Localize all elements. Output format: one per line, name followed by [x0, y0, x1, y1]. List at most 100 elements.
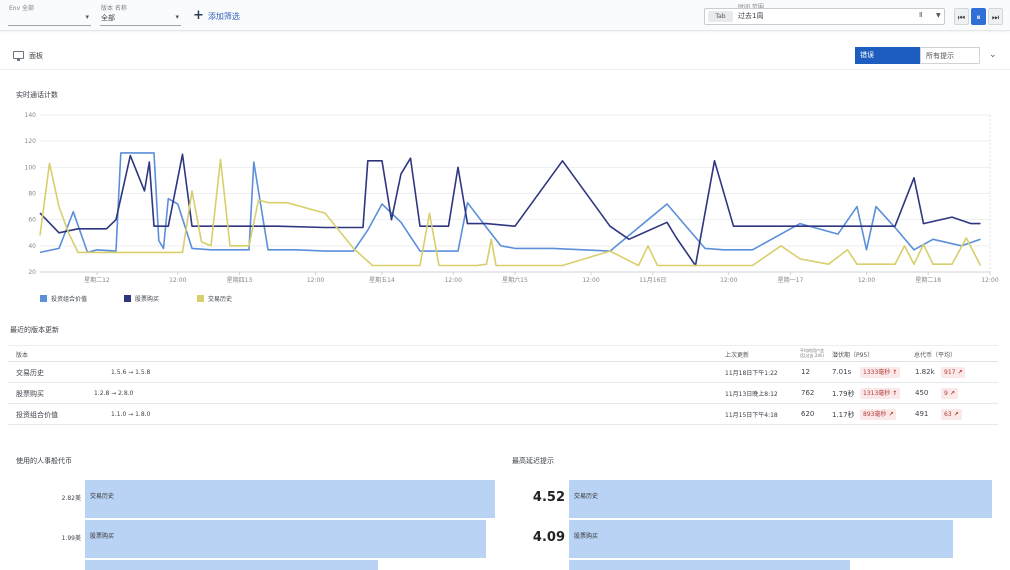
- latency-delta: 893毫秒: [863, 411, 887, 418]
- row-tokens: 491: [915, 410, 929, 418]
- y-tick-label: 140: [25, 112, 37, 119]
- legend-label: 交易历史: [208, 296, 233, 303]
- row-name: 股票购买: [16, 390, 44, 398]
- x-tick-label: 12:00: [445, 277, 462, 284]
- bar-value: 4.52: [532, 490, 565, 505]
- col-sessions: 平均的用户会话(过去 24h): [800, 348, 825, 358]
- bar-value: 2.82美: [61, 495, 81, 502]
- bar-value: 4.09: [532, 530, 565, 545]
- y-tick-label: 120: [25, 138, 37, 145]
- time-range-chip: Tab: [708, 11, 733, 22]
- y-tick-label: 60: [28, 217, 36, 224]
- add-filter-button[interactable]: + 添加筛选: [193, 9, 240, 23]
- errors-toggle-button[interactable]: 错误: [855, 47, 920, 64]
- arrow-up-right-icon: ↗: [957, 369, 963, 376]
- row-version: 1.5.6 → 1.5.8: [111, 369, 151, 376]
- version-select[interactable]: 版本 名称 全部 ▾: [100, 3, 181, 26]
- env-select[interactable]: Env 全部 ▾: [8, 3, 91, 26]
- bar-label: 交易历史: [574, 493, 599, 500]
- pause-icon: ⏸: [976, 13, 981, 22]
- version-table: 版本 上次更新 平均的用户会话(过去 24h) 潜伏期（P95） 总代币（平均）…: [8, 345, 998, 425]
- x-tick-label: 12:00: [169, 277, 186, 284]
- x-tick-label: 12:00: [720, 277, 737, 284]
- col-last-update: 上次更新: [725, 352, 750, 359]
- latency-delta-badge: 893毫秒 ↗: [860, 409, 897, 420]
- x-tick-label: 星期二12: [84, 276, 110, 284]
- x-tick-label: 星期五14: [369, 276, 395, 284]
- table-row[interactable]: 股票购买 1.2.8 → 2.8.0 11月13日晚上8:12 762 1.79…: [8, 383, 998, 404]
- bar[interactable]: [569, 560, 850, 570]
- legend-item-portfolio[interactable]: 投资组合价值: [40, 294, 87, 303]
- row-tokens: 1.82k: [915, 368, 935, 376]
- bar[interactable]: 股票购买: [85, 520, 486, 558]
- time-range-value: 过去1周: [738, 12, 764, 20]
- arrow-up-right-icon: ↗: [949, 390, 955, 397]
- legend-swatch: [40, 295, 47, 302]
- bar[interactable]: 交易历史: [85, 480, 495, 518]
- chart-title: 实时通话计数: [16, 91, 58, 99]
- rewind-icon: ⏮: [957, 13, 966, 22]
- row-date: 11月18日下午1:22: [725, 370, 778, 377]
- chevron-down-icon: ▾: [175, 13, 179, 21]
- legend-swatch: [197, 295, 204, 302]
- tokens-delta: 9: [944, 390, 948, 397]
- y-tick-label: 40: [28, 243, 36, 250]
- time-range-select[interactable]: Tab 过去1周 Ⅱ ▼: [704, 8, 945, 25]
- row-count: 12: [801, 368, 810, 376]
- tokens-delta-badge: 917 ↗: [941, 367, 966, 378]
- y-tick-label: 100: [25, 164, 37, 171]
- legend-item-transaction-history[interactable]: 交易历史: [197, 294, 232, 303]
- pause-button[interactable]: ⏸: [971, 8, 986, 25]
- bar[interactable]: 交易历史: [569, 480, 992, 518]
- filter-bar: Env 全部 ▾ 版本 名称 全部 ▾ + 添加筛选 时间 范围 Tab 过去1…: [0, 0, 1010, 31]
- bar-value: 1.99美: [61, 535, 81, 542]
- table-row[interactable]: 交易历史 1.5.6 → 1.5.8 11月18日下午1:22 12 7.01s…: [8, 362, 998, 383]
- latency-delta-badge: 1333毫秒 ↑: [860, 367, 901, 378]
- bar[interactable]: [85, 560, 378, 570]
- col-latency: 潜伏期（P95）: [832, 352, 874, 359]
- row-date: 11月15日下午4:18: [725, 412, 778, 419]
- rewind-button[interactable]: ⏮: [954, 8, 969, 25]
- series-line: [39, 153, 981, 267]
- x-tick-label: 12:00: [582, 277, 599, 284]
- all-prompts-toggle-button[interactable]: 所有提示: [920, 47, 980, 64]
- tokens-delta: 63: [944, 411, 952, 418]
- arrow-up-right-icon: ↗: [888, 411, 894, 418]
- plus-icon: +: [193, 8, 204, 23]
- bar-label: 股票购买: [90, 533, 115, 540]
- row-version: 1.2.8 → 2.8.0: [94, 390, 134, 397]
- bar-label: 交易历史: [90, 493, 115, 500]
- row-count: 762: [801, 389, 815, 397]
- row-latency: 1.79秒: [832, 390, 855, 398]
- series-line: [39, 158, 982, 267]
- panel-header: 面板 错误 所有提示 ⌄: [0, 42, 1010, 70]
- x-tick-label: 12:00: [858, 277, 875, 284]
- table-header: 版本 上次更新 平均的用户会话(过去 24h) 潜伏期（P95） 总代币（平均）: [8, 345, 998, 362]
- row-count: 620: [801, 410, 815, 418]
- legend-item-stock-purchase[interactable]: 股票购买: [124, 294, 159, 303]
- env-select-label: Env 全部: [9, 5, 35, 12]
- series-line: [39, 152, 981, 254]
- legend-label: 投资组合价值: [51, 296, 88, 303]
- latency-delta-badge: 1313毫秒 ↑: [860, 388, 901, 399]
- time-range-extra: Ⅱ: [919, 11, 923, 19]
- row-latency: 1.17秒: [832, 411, 855, 419]
- version-select-value: 全部: [101, 14, 115, 22]
- y-tick-label: 80: [28, 191, 36, 198]
- add-filter-label: 添加筛选: [207, 11, 240, 21]
- left-bars-title: 使用的人事般代币: [16, 457, 72, 465]
- chevron-down-icon[interactable]: ⌄: [989, 50, 997, 60]
- col-total-tokens: 总代币（平均）: [914, 352, 957, 359]
- bar[interactable]: 股票购买: [569, 520, 953, 558]
- x-tick-label: 11月16日: [639, 277, 666, 284]
- tokens-delta-badge: 9 ↗: [941, 388, 958, 399]
- chevron-down-icon: ▼: [936, 12, 941, 19]
- row-version: 1.1.0 → 1.8.0: [111, 411, 151, 418]
- forward-button[interactable]: ⏭: [988, 8, 1003, 25]
- x-tick-label: 星期二18: [915, 276, 941, 284]
- table-row[interactable]: 投资组合价值 1.1.0 → 1.8.0 11月15日下午4:18 620 1.…: [8, 404, 998, 425]
- version-select-label: 版本 名称: [101, 5, 127, 12]
- x-tick-label: 12:00: [981, 277, 998, 284]
- x-tick-label: 星期一17: [778, 276, 804, 284]
- row-name: 交易历史: [16, 369, 44, 377]
